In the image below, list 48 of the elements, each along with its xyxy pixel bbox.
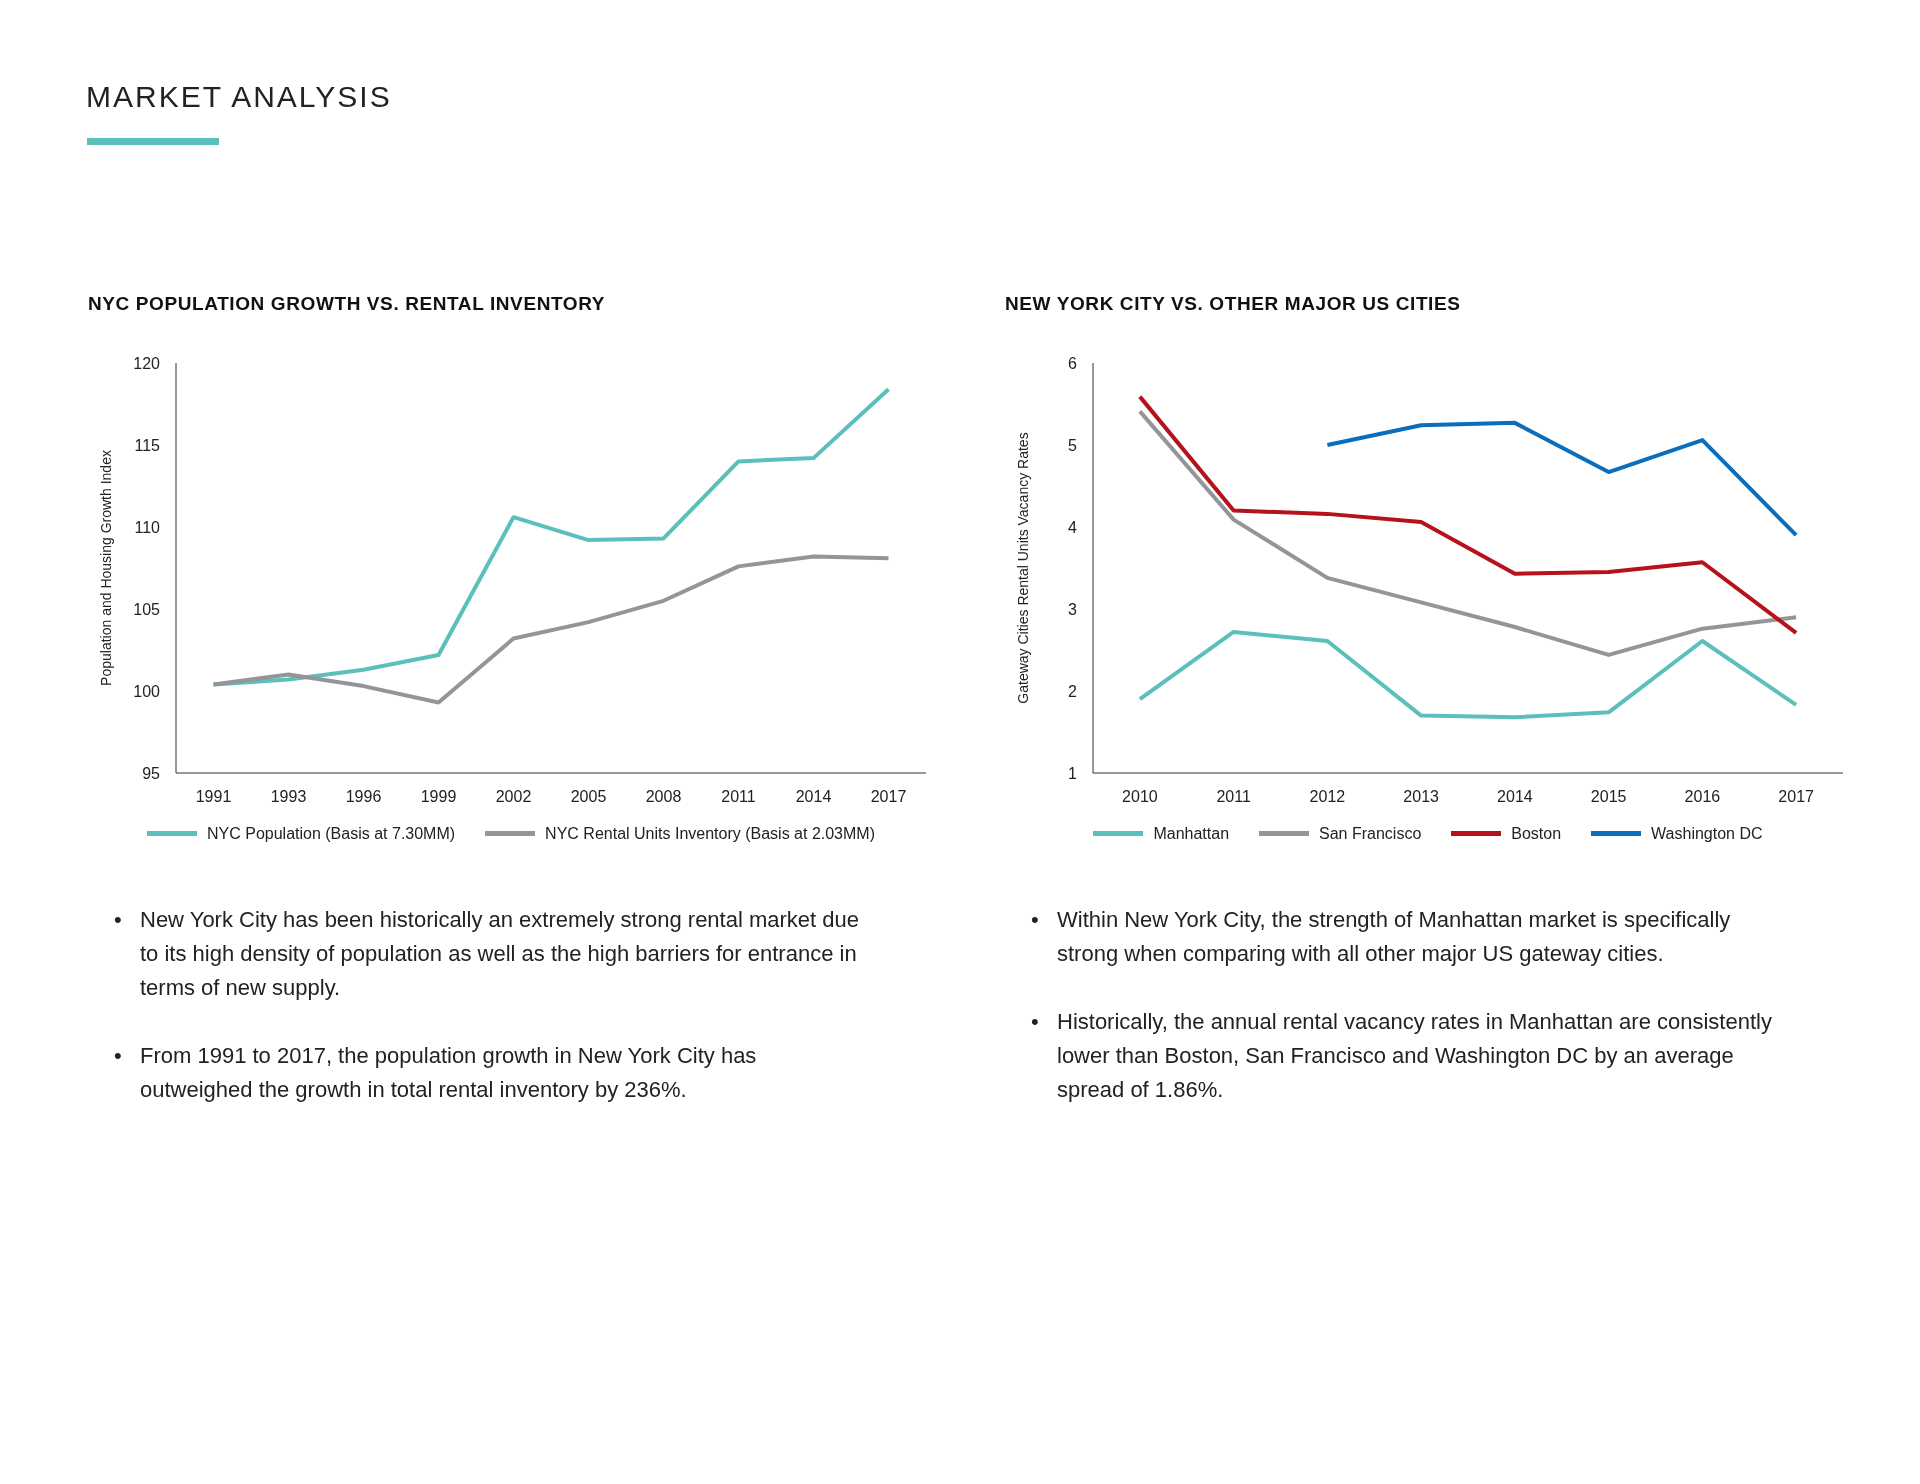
y-tick-label: 1 <box>1068 764 1078 782</box>
x-tick-label: 1991 <box>195 788 232 806</box>
y-axis-title: Gateway Cities Rental Units Vacancy Rates <box>1014 432 1031 704</box>
x-tick-label: 1993 <box>270 788 307 806</box>
x-tick-label: 1996 <box>345 788 382 806</box>
chart-title: NEW YORK CITY VS. OTHER MAJOR US CITIES <box>1005 293 1462 316</box>
legend-label: Boston <box>1511 825 1562 843</box>
line-series <box>211 554 891 705</box>
x-tick-label: 2005 <box>570 788 607 806</box>
x-tick-label: 2002 <box>495 788 532 806</box>
y-tick-label: 115 <box>134 436 161 454</box>
x-tick-label: 2012 <box>1309 788 1346 806</box>
y-tick-label: 120 <box>133 354 161 372</box>
y-tick-label: 95 <box>142 764 161 782</box>
x-tick-label: 2013 <box>1403 788 1440 806</box>
text: • From 1991 to 2017, the population growth in New York City has outweighed the growth in total rental inventory by 236%. <box>114 1042 758 1104</box>
y-tick-label: 105 <box>133 600 161 618</box>
chart-title: NYC POPULATION GROWTH VS. RENTAL INVENTORY <box>88 293 607 316</box>
y-tick-label: 2 <box>1068 682 1078 700</box>
legend-label: NYC Rental Units Inventory (Basis at 2.03MM) <box>545 825 875 843</box>
x-tick-label: 2016 <box>1684 788 1721 806</box>
x-tick-label: 2014 <box>795 788 832 806</box>
x-tick-label: 2017 <box>870 788 907 806</box>
x-tick-label: 2010 <box>1122 788 1158 806</box>
x-tick-label: 2014 <box>1497 788 1533 806</box>
y-tick-label: 100 <box>133 682 161 700</box>
text: • Historically, the annual rental vacancy rates in Manhattan are consistently lower than Boston, San Francisco and Washington DC by an average spread of 1.86%. <box>1031 1008 1773 1104</box>
x-tick-label: 1999 <box>420 788 457 806</box>
line-series <box>1325 420 1799 538</box>
text: • New York City has been historically an extremely strong rental market due to its high density of population as well as the high barriers for entrance in terms of new supply. <box>114 906 860 1002</box>
x-tick-label: 2017 <box>1778 788 1815 806</box>
y-tick-label: 110 <box>134 518 161 536</box>
y-tick-label: 5 <box>1068 436 1078 454</box>
y-axis-title: Population and Housing Growth Index <box>97 450 114 686</box>
legend-label: NYC Population (Basis at 7.30MM) <box>207 825 456 843</box>
x-tick-label: 2011 <box>721 788 756 806</box>
legend-label: Manhattan <box>1153 825 1230 843</box>
y-tick-label: 3 <box>1068 600 1078 618</box>
text: • Within New York City, the strength of Manhattan market is specifically strong when comparing with all other major US gateway cities. <box>1031 906 1732 968</box>
text: MARKET ANALYSIS <box>86 80 392 114</box>
x-tick-label: 2008 <box>645 788 682 806</box>
line-series <box>1137 629 1799 720</box>
legend-label: San Francisco <box>1319 825 1422 843</box>
y-tick-label: 4 <box>1068 518 1078 536</box>
y-tick-label: 6 <box>1068 354 1078 372</box>
legend-label: Washington DC <box>1651 825 1763 843</box>
x-tick-label: 2015 <box>1590 788 1627 806</box>
x-tick-label: 2011 <box>1216 788 1251 806</box>
